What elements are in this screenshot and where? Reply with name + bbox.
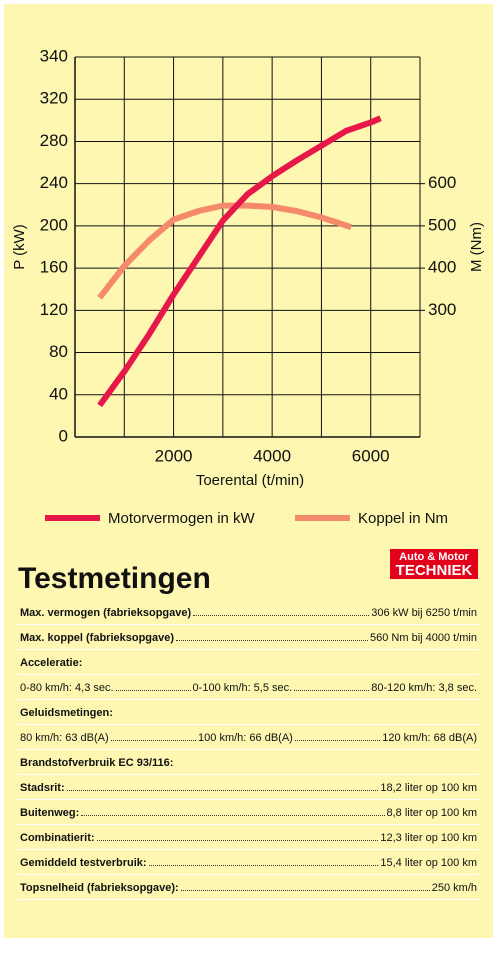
y-tick-label: 340 bbox=[40, 46, 68, 65]
table-row: Max. koppel (fabrieksopgave) 560 Nm bij 4… bbox=[18, 625, 479, 650]
table-cell: Combinatierit: bbox=[20, 832, 95, 844]
table-cell: 306 kW bij 6250 t/min bbox=[371, 607, 477, 619]
line-series bbox=[97, 202, 352, 300]
table-cell: 560 Nm bij 4000 t/min bbox=[370, 632, 477, 644]
table-cell: Geluidsmetingen: bbox=[20, 707, 113, 719]
table-cell: 250 km/h bbox=[431, 882, 477, 894]
table-row: Brandstofverbruik EC 93/116: bbox=[18, 750, 479, 775]
leader bbox=[294, 690, 370, 691]
y-tick-label: 120 bbox=[40, 300, 68, 319]
y2-axis-title: M (Nm) bbox=[468, 222, 485, 272]
y2-tick-label: 300 bbox=[428, 300, 456, 319]
y2-tick-label: 600 bbox=[428, 173, 456, 192]
chart: Toerental (t/min) P (kW) M (Nm) 0 40 80 120… bbox=[11, 46, 485, 527]
legend-label: Koppel in Nm bbox=[358, 510, 448, 527]
leader bbox=[115, 690, 191, 691]
x-axis-title: Toerental (t/min) bbox=[196, 472, 304, 489]
y-tick-label: 320 bbox=[40, 89, 68, 108]
table-row: Buitenweg: 8,8 liter op 100 km bbox=[18, 800, 479, 825]
table-cell: Buitenweg: bbox=[20, 807, 80, 819]
y-tick-label: 280 bbox=[40, 131, 68, 150]
logo-line: TECHNIEK bbox=[395, 562, 473, 579]
table-cell: Max. koppel (fabrieksopgave) bbox=[20, 632, 175, 644]
table-cell: Acceleratie: bbox=[20, 657, 83, 669]
logo-line: Auto & Motor bbox=[399, 551, 469, 563]
table-cell: Stadsrit: bbox=[20, 782, 65, 794]
y-tick-label: 0 bbox=[59, 426, 68, 445]
y-tick-label: 40 bbox=[49, 384, 68, 403]
y-tick-label: 240 bbox=[40, 173, 68, 192]
table-row: 80 km/h: 63 dB(A) 100 km/h: 66 dB(A) 120 k… bbox=[18, 725, 479, 750]
leader bbox=[176, 640, 368, 641]
y-tick-label: 160 bbox=[40, 258, 68, 277]
table-cell: Brandstofverbruik EC 93/116: bbox=[20, 757, 174, 769]
background bbox=[4, 4, 493, 938]
y-tick-label: 80 bbox=[49, 342, 68, 361]
table-cell: 80-120 km/h: 3,8 sec. bbox=[371, 682, 477, 694]
table-cell: 80 km/h: 63 dB(A) bbox=[20, 732, 109, 744]
logo: Auto & Motor TECHNIEK bbox=[390, 549, 478, 579]
x-tick-label: 2000 bbox=[155, 446, 193, 465]
y2-tick-label: 500 bbox=[428, 215, 456, 234]
leader bbox=[294, 740, 381, 741]
table-cell: 0-100 km/h: 5,5 sec. bbox=[192, 682, 293, 694]
table-cell: Topsnelheid (fabrieksopgave): bbox=[20, 882, 179, 894]
table-row: Combinatierit: 12,3 liter op 100 km bbox=[18, 825, 479, 850]
line-series bbox=[97, 115, 382, 408]
table-row: Max. vermogen (fabrieksopgave) 306 kW bij… bbox=[18, 600, 479, 625]
table-row: Topsnelheid (fabrieksopgave): 250 km/h bbox=[18, 875, 479, 900]
x-tick-label: 6000 bbox=[352, 446, 390, 465]
y2-tick-label: 400 bbox=[428, 258, 456, 277]
leader bbox=[96, 840, 379, 841]
table-cell: 8,8 liter op 100 km bbox=[386, 807, 478, 819]
measurement-table: Max. vermogen (fabrieksopgave) 306 kW bij… bbox=[18, 600, 479, 900]
table-row: Stadsrit: 18,2 liter op 100 km bbox=[18, 775, 479, 800]
table-row: Acceleratie: bbox=[18, 650, 479, 675]
leader bbox=[110, 740, 197, 741]
table-cell: 100 km/h: 66 dB(A) bbox=[198, 732, 293, 744]
table-cell: 15,4 liter op 100 km bbox=[380, 857, 477, 869]
leader bbox=[66, 790, 379, 791]
x-tick-label: 4000 bbox=[253, 446, 291, 465]
table-cell: Max. vermogen (fabrieksopgave) bbox=[20, 607, 192, 619]
table-cell: 0-80 km/h: 4,3 sec. bbox=[20, 682, 114, 694]
table-row: 0-80 km/h: 4,3 sec. 0-100 km/h: 5,5 sec. 8… bbox=[18, 675, 479, 700]
table-cell: 18,2 liter op 100 km bbox=[380, 782, 477, 794]
y-tick-label: 200 bbox=[40, 215, 68, 234]
y-axis-title: P (kW) bbox=[11, 224, 28, 270]
section-title: Testmetingen bbox=[18, 562, 211, 595]
table-row: Gemiddeld testverbruik: 15,4 liter op 100… bbox=[18, 850, 479, 875]
leader bbox=[193, 615, 370, 616]
legend-label: Motorvermogen in kW bbox=[108, 510, 256, 527]
table-cell: Gemiddeld testverbruik: bbox=[20, 857, 147, 869]
table-row: Geluidsmetingen: bbox=[18, 700, 479, 725]
table-cell: 12,3 liter op 100 km bbox=[380, 832, 477, 844]
table-cell: 120 km/h: 68 dB(A) bbox=[382, 732, 477, 744]
leader bbox=[180, 890, 430, 891]
leader bbox=[148, 865, 379, 866]
leader bbox=[81, 815, 385, 816]
